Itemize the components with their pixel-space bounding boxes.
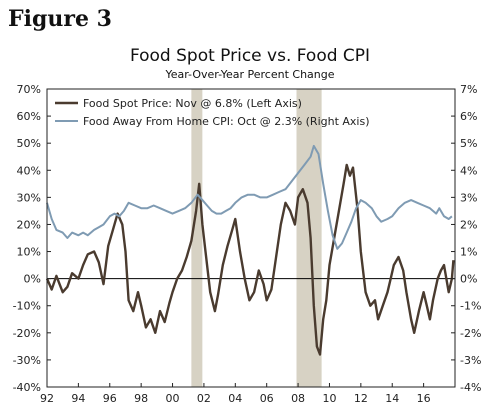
- chart-title: Food Spot Price vs. Food CPI: [129, 46, 371, 66]
- right-tick-label: -1%: [460, 300, 481, 313]
- right-tick-label: 0%: [460, 273, 477, 286]
- legend-label-0: Food Spot Price: Nov @ 6.8% (Left Axis): [83, 97, 302, 110]
- plot-frame-group: [46, 88, 456, 388]
- left-tick-label: 20%: [17, 218, 41, 231]
- x-tick-label: 92: [40, 392, 54, 405]
- x-tick-label: 00: [166, 392, 180, 405]
- figure-label: Figure 3: [8, 6, 112, 32]
- legend-label-1: Food Away From Home CPI: Oct @ 2.3% (Rig…: [83, 115, 370, 128]
- plot-frame: [46, 88, 456, 388]
- left-tick-label: 60%: [17, 110, 41, 123]
- right-tick-label: 6%: [460, 110, 477, 123]
- left-tick-label: 0%: [24, 273, 41, 286]
- x-tick-label: 12: [354, 392, 368, 405]
- left-tick-label: -10%: [13, 300, 41, 313]
- right-tick-label: 7%: [460, 83, 477, 96]
- left-tick-label: 30%: [17, 191, 41, 204]
- right-tick-label: 2%: [460, 218, 477, 231]
- legend: Food Spot Price: Nov @ 6.8% (Left Axis) F…: [55, 97, 370, 128]
- right-tick-label: -2%: [460, 327, 481, 340]
- x-tick-label: 98: [134, 392, 148, 405]
- left-tick-label: -40%: [13, 381, 41, 394]
- x-tick-label: 02: [197, 392, 211, 405]
- right-tick-label: 5%: [460, 137, 477, 150]
- left-tick-label: 50%: [17, 137, 41, 150]
- right-tick-label: 1%: [460, 246, 477, 259]
- x-tick-label: 96: [103, 392, 117, 405]
- recession-shading-group: [191, 89, 322, 387]
- right-tick-label: -3%: [460, 354, 481, 367]
- food-away-from-home-cpi-line: [46, 144, 453, 250]
- x-tick-label: 14: [385, 392, 399, 405]
- right-tick-label: 3%: [460, 191, 477, 204]
- left-tick-label: -20%: [13, 327, 41, 340]
- x-tick-label: 08: [291, 392, 305, 405]
- left-tick-label: -30%: [13, 354, 41, 367]
- left-tick-label: 10%: [17, 246, 41, 259]
- x-tick-label: 10: [322, 392, 336, 405]
- recession-bar-1: [296, 89, 322, 387]
- right-tick-label: -4%: [460, 381, 481, 394]
- chart-subtitle: Year-Over-Year Percent Change: [165, 68, 335, 81]
- ticks-group: -40% -30% -20% -10% 0% 10% 20% 30% 40% 50% 60% 70% -…: [13, 83, 482, 405]
- right-tick-label: 4%: [460, 164, 477, 177]
- left-tick-label: 40%: [17, 164, 41, 177]
- x-tick-label: 04: [228, 392, 242, 405]
- left-tick-label: 70%: [17, 83, 41, 96]
- x-tick-label: 06: [260, 392, 274, 405]
- food-spot-price-line: [45, 163, 455, 356]
- series-group: [45, 144, 455, 356]
- x-tick-label: 94: [71, 392, 85, 405]
- x-tick-label: 16: [417, 392, 431, 405]
- recession-bar-0: [191, 89, 203, 387]
